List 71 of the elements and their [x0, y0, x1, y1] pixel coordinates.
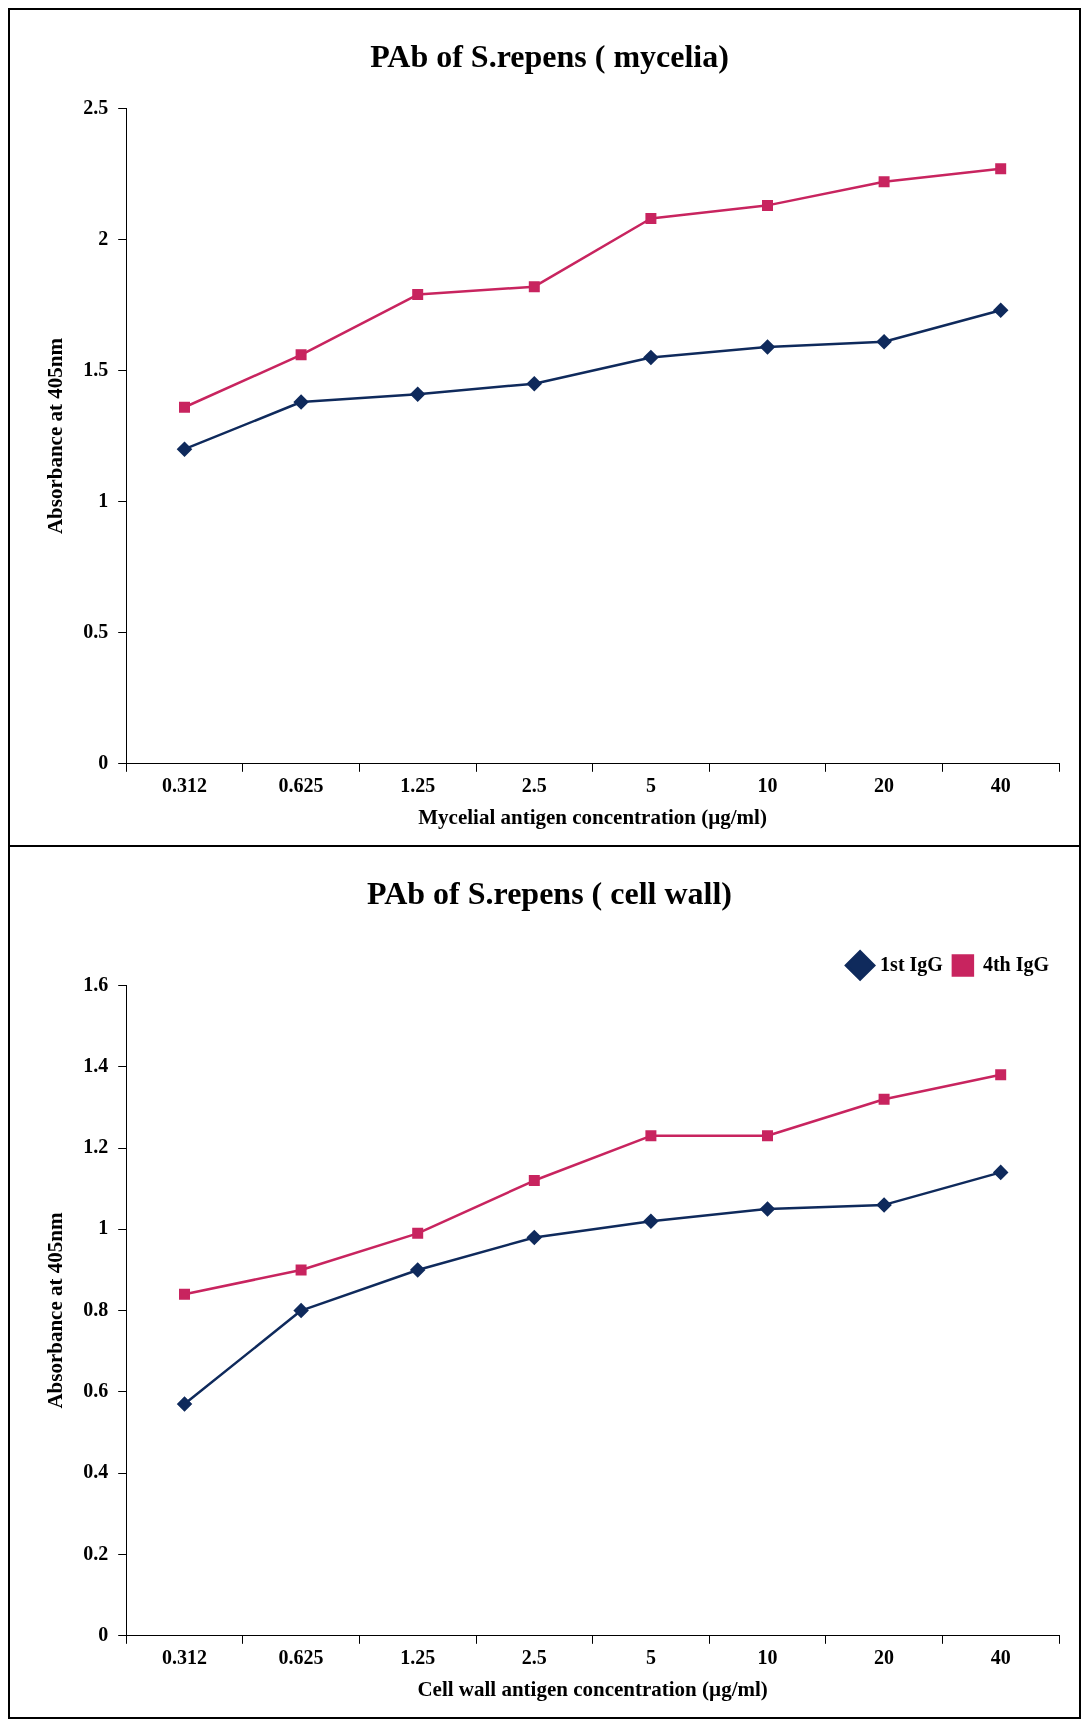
x-axis-title: Mycelial antigen concentration (µg/ml) — [418, 804, 767, 829]
point — [876, 334, 892, 349]
x-tick-label: 40 — [990, 773, 1011, 796]
point — [762, 1130, 773, 1142]
y-tick-label: 1.4 — [83, 1053, 109, 1076]
y-tick-label: 0.5 — [83, 619, 109, 642]
point — [177, 1396, 192, 1412]
point — [645, 213, 657, 224]
point — [293, 1303, 309, 1318]
x-tick-label: 20 — [874, 1645, 895, 1668]
y-tick-label: 0 — [98, 750, 109, 773]
x-tick-label: 1.25 — [400, 773, 436, 796]
point — [528, 281, 540, 293]
point — [528, 1175, 540, 1187]
x-tick-label: 1.25 — [400, 1645, 436, 1668]
point — [179, 401, 190, 413]
point — [410, 1262, 425, 1278]
y-tick-label: 0.6 — [83, 1379, 109, 1402]
x-tick-label: 20 — [874, 773, 895, 796]
point — [643, 1213, 659, 1229]
y-tick-label: 1.2 — [83, 1135, 109, 1158]
y-tick-label: 0.4 — [83, 1460, 109, 1483]
point — [295, 349, 307, 361]
x-tick-label: 10 — [757, 773, 778, 796]
x-tick-label: 0.312 — [162, 773, 207, 796]
point — [293, 394, 309, 410]
legend-label: 1st IgG — [880, 952, 944, 976]
point — [760, 1201, 775, 1217]
y-tick-label: 1 — [98, 1216, 109, 1239]
point — [412, 289, 424, 301]
x-tick-label: 2.5 — [521, 773, 547, 796]
point — [760, 339, 775, 355]
x-tick-label: 40 — [990, 1645, 1011, 1668]
y-tick-label: 2 — [98, 226, 109, 249]
y-tick-label: 1.5 — [83, 357, 109, 380]
y-tick-label: 1.6 — [83, 972, 109, 995]
point — [410, 386, 425, 402]
chart-title: PAb of S.repens ( mycelia) — [370, 38, 729, 75]
y-tick-label: 0.2 — [83, 1541, 109, 1564]
point — [179, 1288, 190, 1300]
x-tick-label: 0.625 — [278, 1645, 324, 1668]
y-tick-label: 0 — [98, 1622, 109, 1645]
x-tick-label: 10 — [757, 1645, 778, 1668]
point — [878, 1093, 890, 1105]
y-axis-title: Absorbance at 405nm — [43, 1212, 68, 1409]
point — [993, 303, 1008, 318]
point — [993, 1165, 1008, 1180]
point — [295, 1264, 307, 1276]
y-tick-label: 2.5 — [83, 95, 109, 118]
point — [645, 1130, 657, 1142]
y-tick-label: 1 — [98, 488, 109, 511]
y-tick-label: 0.8 — [83, 1297, 109, 1320]
x-tick-label: 2.5 — [521, 1645, 547, 1668]
chart-title: PAb of S.repens ( cell wall) — [367, 875, 732, 912]
point — [527, 1230, 542, 1245]
point — [412, 1227, 424, 1239]
point — [878, 176, 890, 188]
legend-label: 4th IgG — [982, 952, 1050, 976]
x-tick-label: 0.312 — [162, 1645, 207, 1668]
point — [177, 441, 192, 457]
point — [762, 199, 773, 211]
point — [995, 1069, 1007, 1081]
point — [995, 163, 1007, 175]
point — [876, 1197, 892, 1213]
x-tick-label: 5 — [645, 773, 656, 796]
y-axis-title: Absorbance at 405nm — [43, 337, 68, 535]
point — [527, 376, 542, 391]
x-axis-title: Cell wall antigen concentration (µg/ml) — [417, 1676, 768, 1701]
point — [643, 350, 659, 365]
x-tick-label: 5 — [645, 1645, 656, 1668]
x-tick-label: 0.625 — [278, 773, 324, 796]
